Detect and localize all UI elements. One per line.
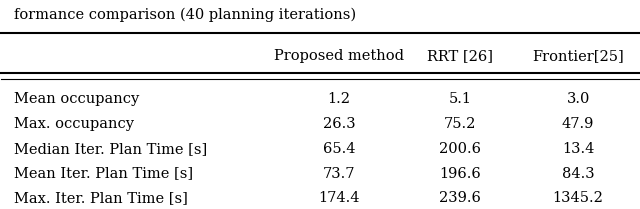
Text: RRT [26]: RRT [26] <box>427 49 493 63</box>
Text: 3.0: 3.0 <box>566 92 590 106</box>
Text: 84.3: 84.3 <box>562 167 595 181</box>
Text: 13.4: 13.4 <box>562 142 595 156</box>
Text: 174.4: 174.4 <box>318 191 360 205</box>
Text: Proposed method: Proposed method <box>274 49 404 63</box>
Text: Median Iter. Plan Time [s]: Median Iter. Plan Time [s] <box>14 142 207 156</box>
Text: 196.6: 196.6 <box>439 167 481 181</box>
Text: 1345.2: 1345.2 <box>552 191 604 205</box>
Text: Mean occupancy: Mean occupancy <box>14 92 140 106</box>
Text: Max. occupancy: Max. occupancy <box>14 117 134 131</box>
Text: 73.7: 73.7 <box>323 167 355 181</box>
Text: 200.6: 200.6 <box>439 142 481 156</box>
Text: Max. Iter. Plan Time [s]: Max. Iter. Plan Time [s] <box>14 191 188 205</box>
Text: 1.2: 1.2 <box>328 92 351 106</box>
Text: 75.2: 75.2 <box>444 117 476 131</box>
Text: 5.1: 5.1 <box>449 92 472 106</box>
Text: 65.4: 65.4 <box>323 142 355 156</box>
Text: 26.3: 26.3 <box>323 117 355 131</box>
Text: Mean Iter. Plan Time [s]: Mean Iter. Plan Time [s] <box>14 167 193 181</box>
Text: Frontier[25]: Frontier[25] <box>532 49 624 63</box>
Text: 239.6: 239.6 <box>439 191 481 205</box>
Text: 47.9: 47.9 <box>562 117 595 131</box>
Text: formance comparison (40 planning iterations): formance comparison (40 planning iterati… <box>14 8 356 22</box>
